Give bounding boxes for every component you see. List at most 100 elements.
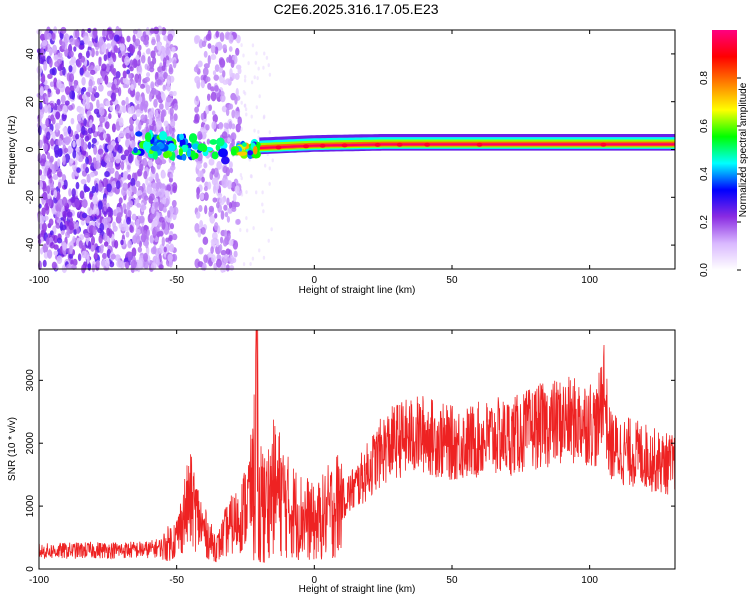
heatmap-noise-cell <box>124 149 130 157</box>
heatmap-noise-cell <box>51 261 57 270</box>
heatmap-noise-cell <box>46 131 51 141</box>
heatmap-noise-cell <box>172 90 177 97</box>
heatmap-noise-cell <box>219 58 226 68</box>
y-tick-label: 0 <box>25 146 36 152</box>
heatmap-noise-cell <box>255 51 258 56</box>
heatmap-noise-cell <box>194 222 200 233</box>
heatmap-noise-cell <box>171 200 177 207</box>
heatmap-noise-cell <box>235 47 240 56</box>
heatmap-noise-cell <box>243 74 247 79</box>
heatmap-noise-cell <box>75 181 80 190</box>
heatmap-noise-cell <box>59 83 66 93</box>
heatmap-noise-cell <box>96 260 101 268</box>
heatmap-noise-cell <box>131 247 137 257</box>
x-tick-label: 100 <box>581 575 598 586</box>
heatmap-noise-cell <box>207 30 212 40</box>
heatmap-noise-cell <box>55 111 61 120</box>
heatmap-noise-cell <box>81 245 87 253</box>
heatmap-noise-cell <box>194 106 199 113</box>
heatmap-noise-cell <box>48 57 53 68</box>
heatmap-noise-cell <box>57 138 63 146</box>
heatmap-noise-cell <box>105 100 111 107</box>
heatmap-noise-cell <box>94 249 98 260</box>
heatmap-noise-cell <box>76 167 81 173</box>
x-tick-label: 50 <box>446 575 458 586</box>
heatmap-noise-cell <box>161 47 167 53</box>
heatmap-noise-cell <box>158 189 164 198</box>
heatmap-noise-cell <box>40 47 45 57</box>
heatmap-noise-cell <box>198 205 203 212</box>
heatmap-noise-cell <box>163 34 168 41</box>
heatmap-noise-cell <box>39 101 43 110</box>
heatmap-noise-cell <box>132 34 136 43</box>
heatmap-noise-cell <box>154 201 158 212</box>
heatmap-noise-cell <box>81 250 87 259</box>
heatmap-noise-cell <box>211 110 216 116</box>
heatmap-noise-cell <box>213 74 220 81</box>
heatmap-noise-cell <box>200 79 205 89</box>
heatmap-noise-cell <box>127 164 131 170</box>
heatmap-noise-cell <box>193 118 200 124</box>
heatmap-noise-cell <box>127 52 132 58</box>
heatmap-noise-cell <box>151 166 156 175</box>
heatmap-noise-cell <box>196 152 203 162</box>
heatmap-noise-cell <box>145 26 150 37</box>
heatmap-noise-cell <box>227 180 233 190</box>
heatmap-noise-cell <box>214 64 220 72</box>
heatmap-noise-cell <box>52 44 58 54</box>
heatmap-noise-cell <box>56 58 62 65</box>
heatmap-noise-cell <box>75 138 82 147</box>
heatmap-noise-cell <box>62 66 66 76</box>
heatmap-noise-cell <box>231 182 236 189</box>
heatmap-noise-cell <box>106 43 112 50</box>
heatmap-noise-cell <box>117 134 121 143</box>
heatmap-noise-cell <box>161 93 166 101</box>
heatmap-noise-cell <box>93 28 98 39</box>
heatmap-noise-cell <box>222 44 227 51</box>
heatmap-ridge-peak <box>303 144 310 149</box>
heatmap-noise-cell <box>117 144 123 154</box>
heatmap-noise-cell <box>152 56 157 65</box>
heatmap-noise-cell <box>111 83 116 91</box>
heatmap-noise-cell <box>149 28 155 34</box>
heatmap-noise-cell <box>115 157 121 164</box>
heatmap-noise-cell <box>208 205 214 213</box>
heatmap-noise-cell <box>59 118 64 126</box>
heatmap-noise-cell <box>143 103 148 113</box>
heatmap-noise-cell <box>173 113 178 122</box>
heatmap-noise-cell <box>212 114 218 123</box>
heatmap-noise-cell <box>140 226 145 235</box>
heatmap-noise-cell <box>163 72 168 79</box>
heatmap-noise-cell <box>81 149 87 156</box>
heatmap-noise-cell <box>115 71 121 79</box>
heatmap-ridge-peak <box>396 142 403 147</box>
heatmap-noise-cell <box>131 185 136 193</box>
heatmap-noise-cell <box>99 115 105 123</box>
heatmap-noise-cell <box>74 38 80 47</box>
heatmap-noise-cell <box>98 200 103 211</box>
heatmap-noise-cell <box>195 176 202 182</box>
heatmap-noise-cell <box>265 55 269 60</box>
heatmap-noise-cell <box>98 56 102 67</box>
heatmap-noise-cell <box>43 143 48 152</box>
heatmap-noise-cell <box>173 103 179 111</box>
heatmap-noise-cell <box>93 108 100 115</box>
heatmap-noise-cell <box>125 96 129 106</box>
heatmap-noise-cell <box>100 244 105 250</box>
heatmap-noise-cell <box>130 105 135 115</box>
heatmap-noise-cell <box>103 197 107 206</box>
heatmap-noise-cell <box>197 261 204 268</box>
heatmap-noise-cell <box>62 242 68 250</box>
heatmap-noise-cell <box>138 121 142 131</box>
y-tick-label: 40 <box>25 48 36 60</box>
heatmap-noise-cell <box>225 108 230 116</box>
heatmap-noise-cell <box>73 64 77 73</box>
x-tick-label: 0 <box>312 275 318 286</box>
heatmap-ridge-blob <box>144 132 152 142</box>
heatmap-noise-cell <box>218 66 224 74</box>
heatmap-ridge-blob <box>150 145 160 152</box>
heatmap-noise-cell <box>203 254 209 263</box>
heatmap-noise-cell <box>56 255 63 265</box>
heatmap-noise-cell <box>49 68 55 76</box>
heatmap-noise-cell <box>257 129 260 134</box>
